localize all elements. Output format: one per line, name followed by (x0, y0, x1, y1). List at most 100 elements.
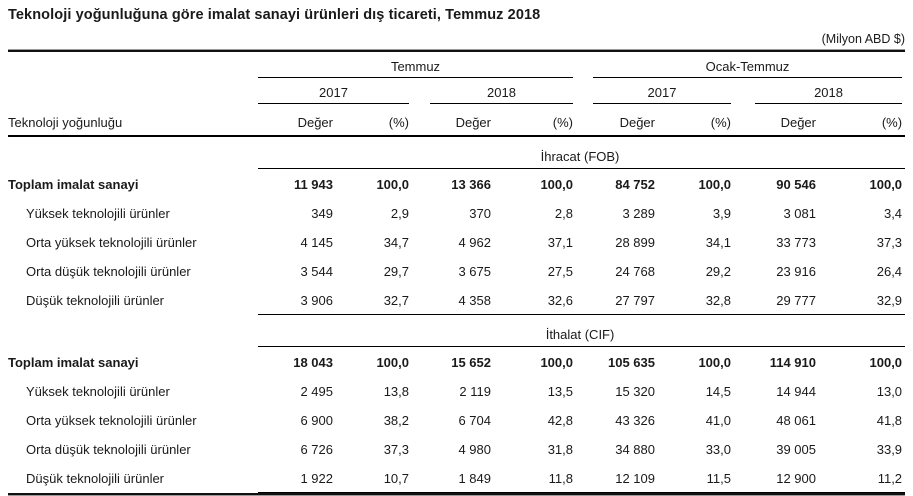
cell-value: 28 899 (615, 235, 655, 250)
cell-value: 11,8 (494, 463, 576, 493)
cell-value: 15 320 (615, 384, 655, 399)
cell-value: 10,7 (336, 463, 412, 493)
table-row: Orta yüksek teknolojili ürünler 6 900 38,2… (8, 405, 905, 434)
measure-header: (%) (494, 104, 576, 137)
corner-cell (8, 78, 258, 104)
cell-value: 3 544 (300, 264, 333, 279)
cell-value: 12 900 (734, 463, 819, 493)
cell-value: 15 652 (451, 355, 491, 370)
cell-value: 23 916 (776, 264, 816, 279)
cell-value: 1 849 (412, 463, 494, 493)
cell-value: 32,8 (658, 285, 734, 315)
row-label: Yüksek teknolojili ürünler (26, 206, 170, 221)
measure-header: Değer (734, 104, 819, 137)
cell-value: 27 797 (576, 285, 658, 315)
cell-value: 114 910 (769, 355, 816, 370)
cell-value: 39 005 (776, 442, 816, 457)
cell-value: 6 726 (300, 442, 333, 457)
cell-value: 1 922 (258, 463, 336, 493)
cell-value: 13,8 (383, 384, 409, 399)
cell-value: 6 704 (458, 413, 491, 428)
cell-value: 38,2 (383, 413, 409, 428)
page-title: Teknoloji yoğunluğuna göre imalat sanayi… (8, 7, 541, 23)
cell-value: 3 906 (258, 285, 336, 315)
cell-value: 34 880 (615, 442, 655, 457)
table-row: Orta yüksek teknolojili ürünler 4 145 34,7… (8, 227, 905, 256)
period-header-row: Temmuz Ocak-Temmuz (8, 52, 905, 78)
cell-value: 13,0 (876, 384, 903, 399)
cell-value: 3,9 (712, 206, 731, 221)
table-row: Orta düşük teknolojili ürünler 6 726 37,3 4… (8, 434, 905, 463)
cell-value: 84 752 (615, 177, 655, 192)
cell-value: 29,2 (705, 264, 731, 279)
year-group-header: 2017 (258, 85, 409, 104)
row-label: Düşük teknolojili ürünler (26, 293, 165, 309)
unit-note: (Milyon ABD $) (821, 32, 905, 46)
measure-header-row: Teknoloji yoğunluğu Değer (%) Değer (%) Değer… (8, 104, 906, 137)
cell-value: 4 145 (300, 235, 333, 250)
cell-value: 2,9 (390, 206, 409, 221)
cell-value: 29 777 (734, 285, 819, 315)
cell-value: 100,0 (376, 355, 409, 370)
cell-value: 11,2 (819, 463, 906, 493)
cell-value: 32,9 (819, 285, 906, 315)
cell-value: 11 943 (293, 177, 333, 192)
measure-header: Değer (576, 104, 658, 137)
table-row: Toplam imalat sanayi 18 043 100,0 15 652 100… (8, 347, 905, 377)
row-label: Orta yüksek teknolojili ürünler (26, 413, 197, 428)
cell-value: 41,8 (876, 413, 903, 428)
cell-value: 31,8 (547, 442, 573, 457)
corner-cell (8, 136, 258, 169)
cell-value: 3 289 (622, 206, 655, 221)
measure-header: (%) (336, 104, 412, 137)
row-label: Orta yüksek teknolojili ürünler (26, 235, 197, 250)
cell-value: 4 962 (458, 235, 491, 250)
cell-value: 14 944 (776, 384, 816, 399)
cell-value: 37,3 (876, 235, 903, 250)
period-group-header: Ocak-Temmuz (593, 59, 903, 78)
cell-value: 13,5 (547, 384, 573, 399)
row-label-header: Teknoloji yoğunluğu (8, 104, 258, 137)
cell-value: 32,7 (336, 285, 412, 315)
cell-value: 2 119 (459, 384, 491, 399)
section-header-row: İthalat (CIF) (8, 314, 906, 347)
year-group-header: 2017 (593, 85, 731, 104)
cell-value: 43 326 (615, 413, 655, 428)
cell-value: 33,0 (705, 442, 731, 457)
cell-value: 6 900 (300, 413, 333, 428)
row-label: Orta düşük teknolojili ürünler (26, 264, 191, 279)
cell-value: 13 366 (451, 177, 491, 192)
cell-value: 349 (311, 206, 333, 221)
measure-header: (%) (819, 104, 906, 137)
trade-table: Temmuz Ocak-Temmuz 2017 2018 2017 2018 Teknolo… (8, 52, 906, 493)
section-header-row: İhracat (FOB) (8, 136, 906, 169)
cell-value: 24 768 (615, 264, 655, 279)
cell-value: 3,4 (883, 206, 903, 221)
table-row: Düşük teknolojili ürünler 1 922 10,7 1 849 1… (8, 463, 906, 493)
cell-value: 3 675 (458, 264, 491, 279)
cell-value: 100,0 (698, 355, 731, 370)
cell-value: 14,5 (705, 384, 731, 399)
cell-value: 33,9 (876, 442, 903, 457)
cell-value: 29,7 (383, 264, 409, 279)
year-header-row: 2017 2018 2017 2018 (8, 78, 905, 104)
cell-value: 370 (469, 206, 491, 221)
cell-value: 34,7 (383, 235, 409, 250)
year-group-header: 2018 (430, 85, 573, 104)
table-row: Yüksek teknolojili ürünler 2 495 13,8 2 119… (8, 376, 905, 405)
table-row: Düşük teknolojili ürünler 3 906 32,7 4 358 3… (8, 285, 906, 315)
cell-value: 41,0 (705, 413, 731, 428)
corner-cell (8, 315, 258, 347)
cell-value: 100,0 (540, 177, 573, 192)
row-label: Orta düşük teknolojili ürünler (26, 442, 191, 457)
cell-value: 100,0 (869, 177, 903, 192)
measure-header: Değer (412, 104, 494, 137)
cell-value: 2 495 (300, 384, 333, 399)
row-label: Toplam imalat sanayi (8, 176, 139, 192)
cell-value: 34,1 (705, 235, 731, 250)
table-row: Toplam imalat sanayi 11 943 100,0 13 366 100… (8, 169, 905, 199)
corner-cell (8, 52, 258, 78)
measure-header: Değer (258, 104, 336, 137)
cell-value: 90 546 (776, 177, 816, 192)
cell-value: 100,0 (376, 177, 409, 192)
